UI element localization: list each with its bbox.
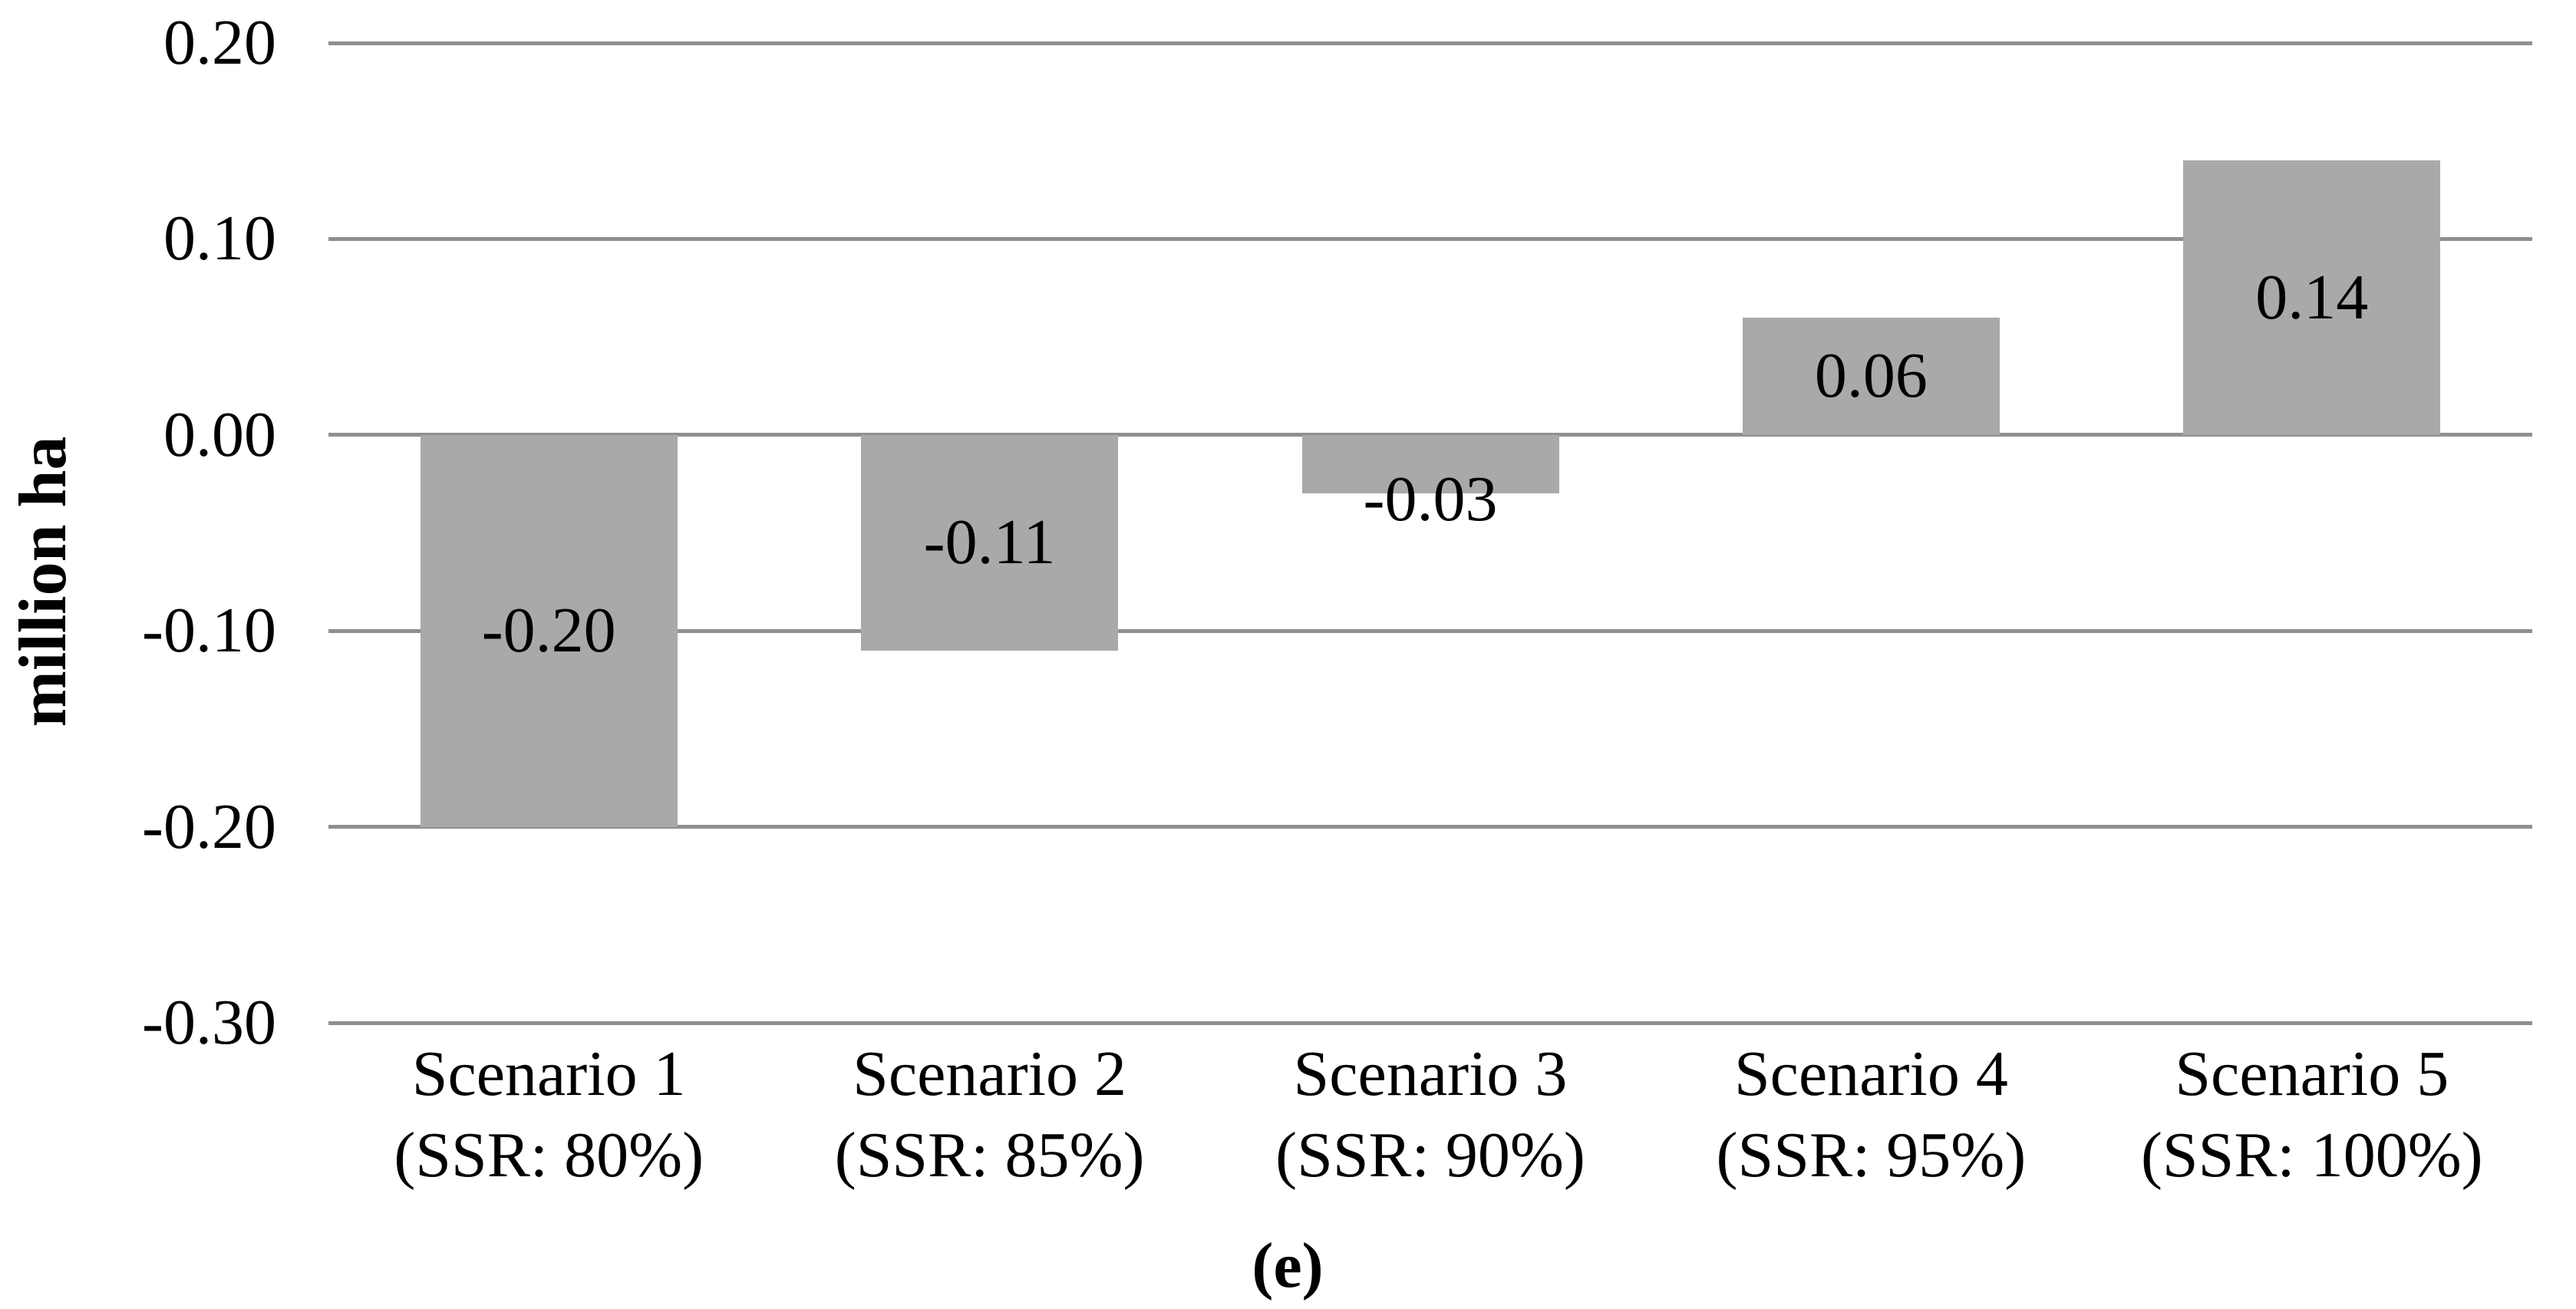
y-axis-title: million ha bbox=[6, 436, 81, 727]
gridline bbox=[328, 628, 2532, 633]
y-tick-label: -0.20 bbox=[142, 790, 276, 862]
y-tick-label: 0.20 bbox=[163, 7, 276, 78]
gridline bbox=[328, 1020, 2532, 1025]
bar-value-label: -0.03 bbox=[1363, 463, 1498, 536]
y-tick-label: -0.30 bbox=[142, 987, 276, 1058]
bar-scenario-4 bbox=[1742, 317, 2000, 435]
x-axis-category-label: Scenario 3 (SSR: 90%) bbox=[1275, 1038, 1585, 1191]
gridline bbox=[328, 41, 2532, 45]
bar-scenario-2 bbox=[861, 434, 1119, 651]
bar-scenario-3 bbox=[1301, 434, 1559, 494]
chart-caption: (e) bbox=[1252, 1230, 1324, 1301]
y-tick-label: -0.10 bbox=[142, 595, 276, 667]
bar-value-label: -0.20 bbox=[481, 595, 616, 667]
bar-value-label: 0.06 bbox=[1814, 340, 1928, 412]
gridline bbox=[328, 825, 2532, 829]
x-axis-category-label: Scenario 4 (SSR: 95%) bbox=[1716, 1038, 2027, 1191]
x-axis-category-label: Scenario 2 (SSR: 85%) bbox=[834, 1038, 1145, 1191]
y-tick-label: 0.10 bbox=[163, 203, 276, 275]
bar-scenario-5 bbox=[2183, 160, 2441, 435]
gridline bbox=[328, 236, 2532, 241]
bar-value-label: -0.11 bbox=[923, 506, 1056, 579]
x-axis-category-label: Scenario 1 (SSR: 80%) bbox=[394, 1038, 704, 1191]
x-axis-category-label: Scenario 5 (SSR: 100%) bbox=[2140, 1038, 2483, 1191]
bar-scenario-1 bbox=[420, 434, 678, 827]
y-tick-label: 0.00 bbox=[163, 398, 276, 470]
bar-value-label: 0.14 bbox=[2255, 262, 2369, 334]
